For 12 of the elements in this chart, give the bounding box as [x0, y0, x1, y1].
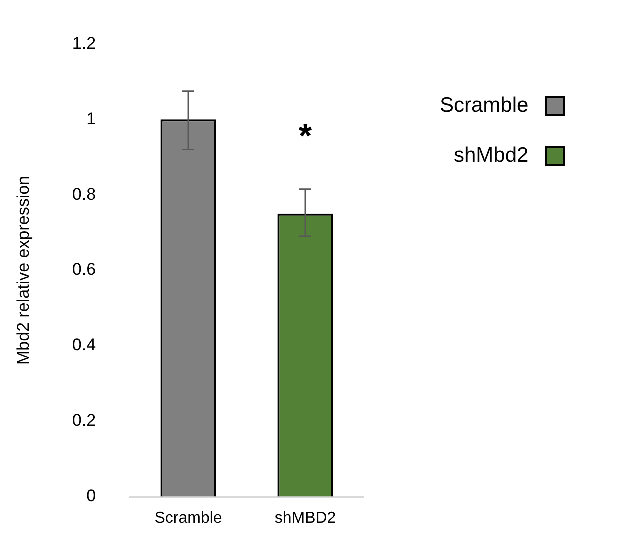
legend-label: shMbd2 — [454, 144, 529, 168]
annotation: * — [298, 118, 313, 156]
y-tick-label: 0.6 — [72, 260, 96, 280]
y-axis-title: Mbd2 relative expression — [14, 176, 33, 365]
legend-label: Scramble — [440, 94, 529, 118]
x-tick-label: shMBD2 — [274, 510, 336, 527]
y-tick-label: 0 — [86, 486, 96, 506]
y-tick-label: 1 — [86, 109, 96, 128]
y-tick-label: 1.2 — [72, 34, 96, 53]
y-tick-label: 0.2 — [72, 411, 96, 430]
y-tick-label: 0.8 — [72, 184, 96, 204]
y-tick-label: 0.4 — [72, 336, 96, 355]
